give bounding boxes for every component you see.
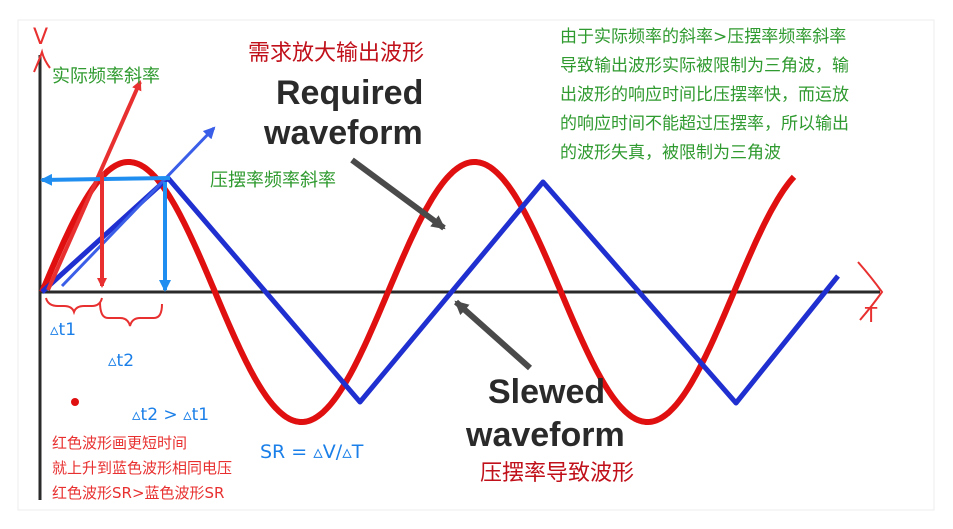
blue-slope-arrow <box>60 126 216 288</box>
slewed-waveform-cn-label: 压摆率导致波形 <box>480 461 634 486</box>
dt1-label: ▵t1 <box>50 320 76 340</box>
dt2-label: ▵t2 <box>108 351 134 371</box>
slewed-label-line1: Slewed <box>488 373 605 411</box>
required-label-line2: waveform <box>263 114 423 152</box>
slewed-pointer-arrow <box>454 299 532 371</box>
dt1-brace <box>45 297 103 316</box>
dt-compare-label: ▵t2 > ▵t1 <box>132 405 209 425</box>
x-axis-arrowhead <box>857 261 884 321</box>
explanation-line: 出波形的响应时间比压摆率快，而运放 <box>560 85 849 105</box>
red-slope-arrow <box>46 80 142 291</box>
explanation-line: 的波形失真，被限制为三角波 <box>560 143 781 163</box>
red-slope-label: 实际频率斜率 <box>52 66 160 87</box>
explanation-line: 由于实际频率的斜率>压摆率频率斜率 <box>560 27 846 47</box>
red-note-line: 就上升到蓝色波形相同电压 <box>52 459 232 477</box>
slewed-label-line2: waveform <box>465 416 625 454</box>
sr-formula-label: SR = ▵V/▵T <box>260 441 364 463</box>
voltage-level-arrow <box>40 173 171 186</box>
y-axis-arrowhead <box>33 48 51 73</box>
red-note-line: 红色波形画更短时间 <box>52 434 187 452</box>
explanation-line: 导致输出波形实际被限制为三角波，输 <box>560 56 849 76</box>
explanation-line: 的响应时间不能超过压摆率，所以输出 <box>560 114 849 134</box>
blue-slope-label: 压摆率频率斜率 <box>210 170 336 191</box>
required-pointer-arrow <box>350 157 446 231</box>
y-axis-label: V <box>33 25 48 50</box>
required-label-line1: Required <box>276 74 423 112</box>
red-note-block: 红色波形画更短时间 就上升到蓝色波形相同电压 红色波形SR>蓝色波形SR <box>52 434 232 502</box>
x-axis-label: T <box>864 303 878 327</box>
red-note-line: 红色波形SR>蓝色波形SR <box>52 484 224 502</box>
red-dot-marker <box>71 398 79 406</box>
required-sine-wave <box>39 159 797 425</box>
explanation-text-block: 由于实际频率的斜率>压摆率频率斜率 导致输出波形实际被限制为三角波，输 出波形的… <box>560 27 849 163</box>
dt2-brace <box>99 301 163 327</box>
required-waveform-cn-title: 需求放大输出波形 <box>248 41 424 66</box>
